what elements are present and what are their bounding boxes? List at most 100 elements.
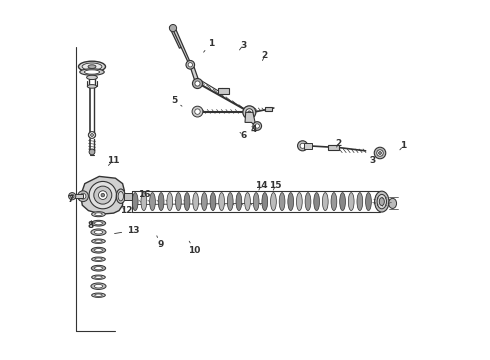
Ellipse shape: [158, 193, 164, 211]
Text: 16: 16: [138, 190, 150, 199]
Ellipse shape: [95, 276, 102, 278]
Text: 1: 1: [204, 39, 214, 52]
Ellipse shape: [314, 193, 319, 211]
Ellipse shape: [245, 193, 250, 211]
Ellipse shape: [88, 132, 96, 138]
Ellipse shape: [78, 61, 105, 72]
Text: 2: 2: [336, 139, 342, 148]
Ellipse shape: [270, 193, 276, 211]
Circle shape: [94, 186, 112, 204]
Circle shape: [89, 149, 95, 155]
Circle shape: [80, 193, 86, 199]
Circle shape: [71, 194, 74, 198]
Circle shape: [89, 132, 95, 138]
Circle shape: [98, 191, 107, 199]
Ellipse shape: [305, 193, 311, 211]
Ellipse shape: [262, 193, 268, 211]
Ellipse shape: [175, 193, 181, 211]
Ellipse shape: [253, 193, 259, 211]
Ellipse shape: [322, 193, 328, 211]
Polygon shape: [190, 63, 199, 84]
Ellipse shape: [95, 258, 102, 260]
Text: 7: 7: [67, 195, 79, 204]
Bar: [328, 145, 339, 150]
Bar: [72, 194, 83, 198]
Ellipse shape: [80, 69, 104, 75]
Text: 9: 9: [157, 236, 164, 249]
Text: 12: 12: [120, 206, 132, 215]
Circle shape: [69, 193, 76, 200]
Ellipse shape: [167, 193, 172, 211]
Ellipse shape: [91, 283, 106, 289]
Ellipse shape: [92, 239, 105, 243]
Circle shape: [77, 191, 88, 202]
Polygon shape: [81, 176, 124, 214]
Ellipse shape: [193, 193, 198, 211]
Text: 2: 2: [262, 51, 268, 60]
Bar: [218, 88, 229, 94]
Circle shape: [255, 124, 259, 128]
Polygon shape: [245, 112, 259, 127]
Ellipse shape: [87, 75, 98, 80]
Circle shape: [91, 134, 94, 136]
Ellipse shape: [149, 193, 155, 211]
Circle shape: [297, 141, 308, 151]
Text: 3: 3: [369, 156, 376, 165]
Circle shape: [245, 109, 253, 116]
Ellipse shape: [210, 193, 216, 211]
Ellipse shape: [95, 240, 102, 242]
Circle shape: [193, 78, 202, 89]
Ellipse shape: [116, 189, 125, 203]
Ellipse shape: [88, 65, 96, 68]
Text: 4: 4: [251, 125, 257, 134]
Circle shape: [243, 106, 256, 119]
Circle shape: [192, 106, 203, 117]
Circle shape: [377, 150, 383, 156]
Text: 3: 3: [240, 40, 246, 50]
Polygon shape: [172, 27, 191, 66]
Text: 5: 5: [172, 96, 182, 106]
Ellipse shape: [94, 284, 102, 288]
Bar: [124, 193, 132, 200]
Ellipse shape: [184, 193, 190, 211]
Text: 1: 1: [400, 141, 407, 150]
Ellipse shape: [95, 249, 102, 252]
Circle shape: [170, 24, 176, 32]
Bar: [304, 143, 312, 149]
Ellipse shape: [374, 191, 389, 212]
Circle shape: [374, 147, 386, 159]
Ellipse shape: [377, 194, 387, 209]
Text: 11: 11: [107, 156, 120, 166]
Circle shape: [89, 181, 117, 209]
Text: 15: 15: [270, 181, 282, 190]
Circle shape: [101, 193, 104, 197]
Ellipse shape: [92, 212, 105, 217]
Ellipse shape: [201, 193, 207, 211]
Ellipse shape: [91, 265, 106, 271]
Circle shape: [300, 143, 305, 148]
Ellipse shape: [366, 193, 371, 211]
Ellipse shape: [227, 193, 233, 211]
Ellipse shape: [95, 267, 102, 270]
Ellipse shape: [95, 294, 102, 296]
Text: 14: 14: [255, 181, 268, 190]
Ellipse shape: [82, 63, 102, 70]
Ellipse shape: [296, 193, 302, 211]
Ellipse shape: [219, 193, 224, 211]
Circle shape: [188, 63, 193, 67]
Text: 13: 13: [115, 226, 140, 235]
Circle shape: [248, 111, 251, 114]
Text: 6: 6: [240, 130, 246, 139]
Text: 8: 8: [87, 220, 93, 230]
Ellipse shape: [132, 193, 138, 211]
Ellipse shape: [95, 222, 102, 225]
Ellipse shape: [87, 85, 97, 88]
Bar: [265, 107, 272, 111]
Ellipse shape: [357, 193, 363, 211]
Ellipse shape: [340, 193, 345, 211]
Ellipse shape: [141, 193, 147, 211]
Ellipse shape: [118, 192, 123, 201]
Ellipse shape: [95, 213, 102, 216]
Circle shape: [195, 109, 200, 114]
Ellipse shape: [279, 193, 285, 211]
